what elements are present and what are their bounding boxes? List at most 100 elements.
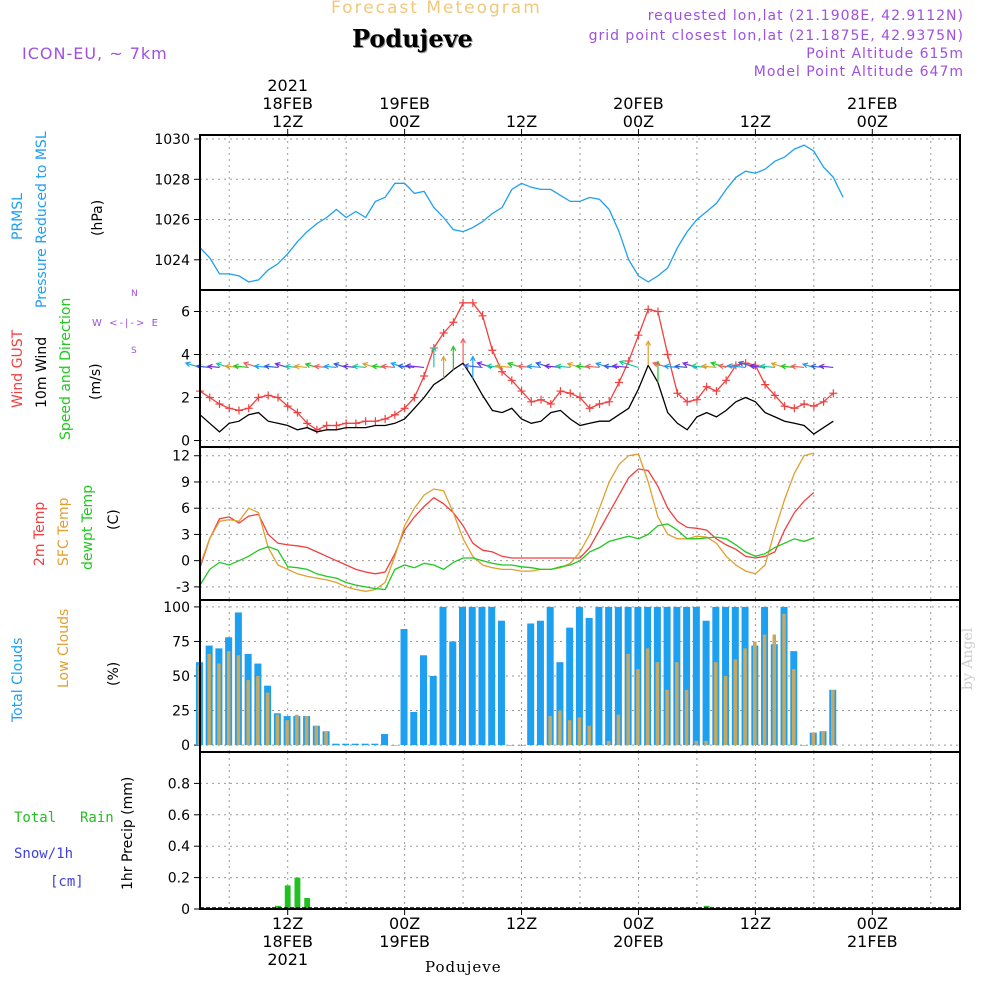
wind-arrow [406,365,425,369]
wind-arrow [619,361,639,368]
total-cloud-bar [439,606,447,746]
total-cloud-bar [692,606,700,746]
gust-marker [692,395,701,404]
gust-marker [468,298,477,307]
total-cloud-bar [410,711,418,746]
low-cloud-bar [304,716,309,746]
ytick-label-wind: 0 [181,434,190,450]
low-cloud-bar [324,731,328,746]
total-cloud-bar [595,606,603,746]
low-cloud-bar [256,676,260,746]
wind-arrow-head [274,362,281,368]
series-prmsl [199,144,844,283]
series-sfc-temp [199,452,814,592]
wind-arrow [294,365,308,369]
ytick-label-wind: 6 [181,305,190,321]
ytick-label-wind: 4 [181,348,190,364]
total-cloud-bar [800,745,808,746]
ytick-label-pressure: 1028 [154,172,190,188]
ytick-label-clouds: 50 [172,669,190,685]
model-altitude: Model Point Altitude 647m [753,64,964,80]
series-2m-temp [199,468,815,575]
low-cloud-bar [275,714,280,746]
wind-arrow-head [801,362,809,369]
total-cloud-bar [342,743,350,746]
low-cloud-bar [733,659,738,746]
wind-arrow [702,365,717,369]
low-cloud-bar [285,720,289,746]
wind-arrow-head [673,363,681,370]
low-cloud-bar [616,714,621,746]
gust-marker [761,380,770,389]
wind-arrow-head [476,361,483,367]
gust-marker [225,404,234,413]
wind-arrow-head [224,363,231,370]
low-cloud-bar [704,740,708,746]
wind-arrow-head [323,363,330,370]
wind-arrow-head [555,363,562,370]
wind-arrow-head [759,363,766,370]
gust-marker [517,387,526,396]
gust-marker [546,399,555,408]
gust-marker [254,393,263,402]
gust-marker [605,397,614,406]
rain-bar [284,885,291,909]
low-cloud-bar [655,662,660,746]
top-time-label: 12Z [506,112,537,131]
total-cloud-bar [361,743,369,746]
gust-marker [459,298,468,307]
wind-arrow-head [263,363,270,370]
wind-arrow-head [342,363,349,370]
wind-arrow-head [242,361,249,367]
ytick-label-pressure: 1024 [154,253,190,269]
wind-arrow-head [494,363,501,370]
wind-arrow [464,364,483,369]
gust-marker [527,397,536,406]
ytick-label-temp: -3 [176,580,190,596]
low-cloud-bar [314,725,319,746]
wind-arrow [324,365,337,369]
gust-marker [644,305,653,314]
gust-marker [507,376,516,385]
wind-arrow-head [710,361,717,367]
ytick-label-precip: 0.2 [168,871,190,887]
wind-arrow-head [206,363,213,370]
gust-marker [312,425,321,434]
precip-total-label: Total [14,810,57,826]
top-time-label: 00Z [857,112,888,131]
low-cloud-bar [558,710,562,746]
wind-arrow [381,365,395,369]
wind-arrow-head [469,355,476,362]
wind-arrow [353,365,366,369]
gust-marker [215,399,224,408]
wind-arrow-head [690,363,697,370]
low-cloud-bar [821,731,825,746]
total-cloud-bar [527,623,535,746]
total-cloud-bar [351,743,359,746]
gust-marker [624,356,633,365]
gust-marker [537,395,546,404]
total-cloud-bar [400,629,408,746]
rain-bar [294,877,301,909]
gust-marker [342,419,351,428]
low-cloud-bar [577,717,582,746]
gust-marker [780,402,789,411]
total-cloud-bar [371,743,379,746]
total-cloud-bar [429,676,437,746]
ytick-label-temp: 3 [181,527,190,543]
ytick-label-clouds: 25 [172,704,190,720]
gust-marker [439,329,448,338]
wind-arrow-head [575,363,582,370]
low-cloud-bar [636,669,640,746]
gust-marker [663,350,672,359]
compass-we: W <-|-> E [92,318,160,329]
ytick-label-pressure: 1026 [154,213,190,229]
gust-marker [410,393,419,402]
ytick-label-temp: 9 [181,475,190,491]
gust-marker [351,419,360,428]
top-time-label: 00Z [389,112,420,131]
wind-arrow-head [506,361,514,368]
total-cloud-bar [663,606,671,746]
grid-point-coords: grid point closest lon,lat (21.1875E, 42… [588,28,964,44]
